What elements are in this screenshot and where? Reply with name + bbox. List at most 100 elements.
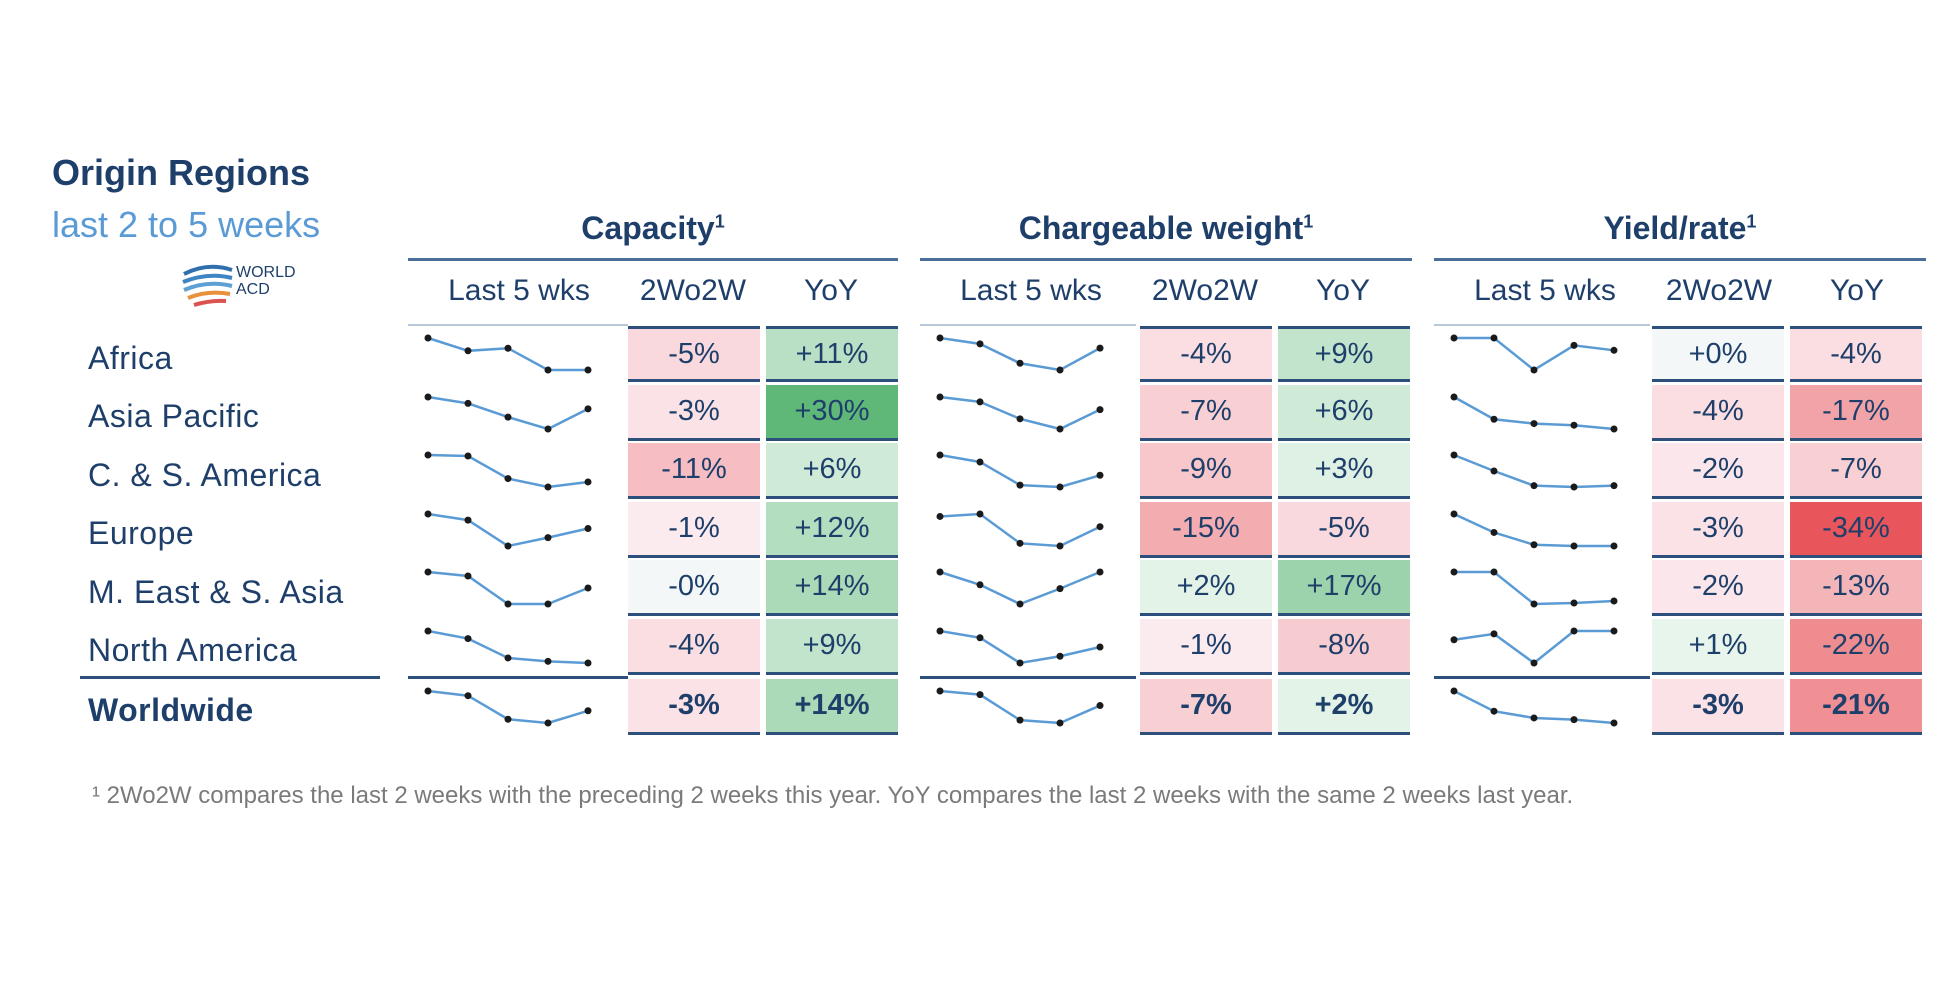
- sparkline-point: [1450, 451, 1458, 459]
- sparkline-point: [1490, 707, 1498, 715]
- value-cell-2wo2w: -2%: [1652, 443, 1784, 499]
- section-title-yield-rate: Yield/rate1: [1434, 210, 1926, 247]
- value-cell-yoy: +17%: [1278, 560, 1410, 616]
- sparkline: [936, 334, 1104, 374]
- sparkline-point: [584, 478, 592, 486]
- sparkline: [424, 393, 592, 433]
- sparkline-point: [424, 451, 432, 459]
- sparkline: [424, 627, 592, 667]
- sparkline-point: [936, 627, 944, 635]
- sparkline-line: [939, 570, 1101, 606]
- sparkline-point: [464, 572, 472, 580]
- sparkline-point: [544, 534, 552, 542]
- region-label: Europe: [88, 515, 195, 551]
- value-cell-yoy: +6%: [1278, 385, 1410, 441]
- sparkline-point: [504, 715, 512, 723]
- sparkline-point: [1016, 415, 1024, 423]
- sparkline-point: [424, 393, 432, 401]
- section-rule: [920, 258, 1412, 261]
- sparkline-point: [936, 568, 944, 576]
- value-cell-2wo2w: -15%: [1140, 502, 1272, 558]
- region-label-worldwide: Worldwide: [88, 692, 254, 728]
- logo-text: WORLD ACD: [236, 264, 296, 298]
- sparkline-point: [936, 334, 944, 342]
- value-cell-2wo2w: -0%: [628, 560, 760, 616]
- value-cell-2wo2w: -7%: [1140, 385, 1272, 441]
- sparkline-point: [424, 627, 432, 635]
- sparkline-point: [1016, 481, 1024, 489]
- sparkline-point: [1530, 714, 1538, 722]
- sparkline: [1450, 627, 1618, 667]
- sparkline-point: [976, 340, 984, 348]
- sparkline-point: [1610, 627, 1618, 635]
- sparkline-point: [1610, 482, 1618, 490]
- sparkline-point: [544, 657, 552, 665]
- value-cell-2wo2w: -3%: [1652, 679, 1784, 735]
- footnote-marker: 1: [1746, 211, 1757, 232]
- value-cell-yoy: -34%: [1790, 502, 1922, 558]
- region-label: C. & S. America: [88, 457, 322, 493]
- sparkline-point: [584, 524, 592, 532]
- sparkline-point: [1450, 334, 1458, 342]
- sparkline-point: [584, 366, 592, 374]
- value-cell-yoy: -21%: [1790, 679, 1922, 735]
- section-rule: [408, 258, 898, 261]
- sparkline-point: [1570, 341, 1578, 349]
- sparkline-point: [1610, 542, 1618, 550]
- sparkline-point: [424, 687, 432, 695]
- sparkline: [1450, 687, 1618, 727]
- value-cell-2wo2w: +2%: [1140, 560, 1272, 616]
- value-cell-2wo2w: -4%: [1652, 385, 1784, 441]
- sparkline-point: [976, 458, 984, 466]
- col-header-trend: Last 5 wks: [960, 274, 1102, 307]
- sparkline-point: [1570, 627, 1578, 635]
- sparkline-point: [504, 542, 512, 550]
- sparkline-point: [1056, 542, 1064, 550]
- sparkline-point: [1450, 510, 1458, 518]
- sparkline-point: [504, 600, 512, 608]
- sparkline-point: [464, 635, 472, 643]
- sparkline-line: [939, 629, 1101, 665]
- sparkline-point: [936, 687, 944, 695]
- region-label: M. East & S. Asia: [88, 574, 344, 610]
- sparkline-point: [1056, 366, 1064, 374]
- sparkline-point: [504, 475, 512, 483]
- sparkline-point: [1016, 716, 1024, 724]
- sparkline-point: [1570, 716, 1578, 724]
- sparkline: [936, 627, 1104, 667]
- value-cell-yoy: -4%: [1790, 326, 1922, 382]
- sparkline-point: [1490, 568, 1498, 576]
- sparkline-point: [1570, 542, 1578, 550]
- sparkline-point: [1016, 539, 1024, 547]
- value-cell-2wo2w: -7%: [1140, 679, 1272, 735]
- sparkline-point: [1490, 467, 1498, 475]
- value-cell-2wo2w: -9%: [1140, 443, 1272, 499]
- col-header-2wo2w: 2Wo2W: [1151, 274, 1259, 307]
- value-cell-2wo2w: -4%: [628, 619, 760, 675]
- value-cell-yoy: -13%: [1790, 560, 1922, 616]
- sparkline-point: [1490, 630, 1498, 638]
- header-rule: [1434, 324, 1650, 326]
- sparkline-point: [544, 366, 552, 374]
- sparkline: [1450, 334, 1618, 374]
- sparkline-point: [1056, 652, 1064, 660]
- globe-icon: [182, 264, 233, 307]
- sparkline-point: [424, 334, 432, 342]
- sparkline-point: [1056, 585, 1064, 593]
- value-cell-2wo2w: -1%: [1140, 619, 1272, 675]
- value-cell-yoy: +12%: [766, 502, 898, 558]
- footnote-marker: 1: [714, 211, 725, 232]
- worldwide-rule: [408, 676, 628, 679]
- sparkline-line: [427, 570, 589, 606]
- sparkline-point: [584, 584, 592, 592]
- sparkline-point: [464, 692, 472, 700]
- col-header-yoy: YoY: [804, 274, 858, 307]
- sparkline-point: [1016, 600, 1024, 608]
- sparkline: [936, 393, 1104, 433]
- value-cell-yoy: -22%: [1790, 619, 1922, 675]
- value-cell-2wo2w: -11%: [628, 443, 760, 499]
- value-cell-2wo2w: -1%: [628, 502, 760, 558]
- value-cell-2wo2w: -4%: [1140, 326, 1272, 382]
- sparkline-point: [1490, 334, 1498, 342]
- sparkline-line: [427, 512, 589, 548]
